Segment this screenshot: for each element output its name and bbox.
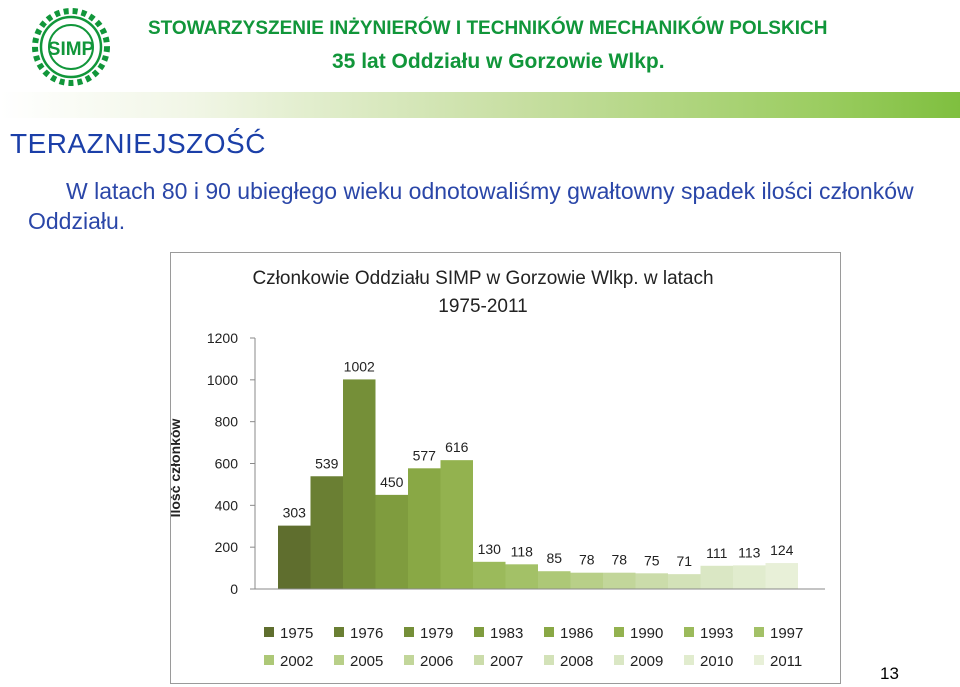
y-tick-label: 600: [215, 456, 239, 472]
bar-1993: [473, 561, 506, 589]
data-label-1993: 130: [478, 541, 502, 557]
header-subtitle: 35 lat Oddziału w Gorzowie Wlkp.: [332, 50, 665, 73]
bar-2002: [538, 571, 571, 589]
bar-1997: [505, 564, 538, 589]
bar-1990: [440, 460, 473, 589]
legend-swatch-1986: [544, 627, 554, 637]
legend-label-2009: 2009: [630, 653, 663, 670]
legend-label-1997: 1997: [770, 625, 803, 642]
legend-swatch-1993: [684, 627, 694, 637]
legend-swatch-2007: [474, 655, 484, 665]
legend-swatch-2002: [264, 655, 274, 665]
legend-swatch-2006: [404, 655, 414, 665]
legend-label-1983: 1983: [490, 625, 523, 642]
legend-swatch-2011: [754, 655, 764, 665]
chart-container: Członkowie Oddziału SIMP w Gorzowie Wlkp…: [170, 252, 841, 684]
decorative-grass-band: [0, 92, 960, 118]
y-tick-label: 0: [230, 581, 238, 597]
bar-2007: [635, 573, 668, 589]
legend-label-1976: 1976: [350, 625, 383, 642]
data-label-1975: 303: [283, 505, 307, 521]
legend-swatch-1990: [614, 627, 624, 637]
legend-swatch-2010: [684, 655, 694, 665]
legend-swatch-1976: [334, 627, 344, 637]
bar-2011: [765, 563, 798, 589]
data-label-2007: 75: [644, 552, 660, 568]
legend-label-2005: 2005: [350, 653, 383, 670]
legend-label-1990: 1990: [630, 625, 663, 642]
legend-swatch-2008: [544, 655, 554, 665]
legend-swatch-2005: [334, 655, 344, 665]
data-label-1986: 577: [413, 447, 437, 463]
bar-1983: [375, 494, 408, 589]
bar-2006: [603, 572, 636, 589]
legend-label-2007: 2007: [490, 653, 523, 670]
y-axis-label: Ilość członków: [171, 418, 183, 517]
legend-swatch-1983: [474, 627, 484, 637]
legend-label-1979: 1979: [420, 625, 453, 642]
y-tick-label: 800: [215, 414, 239, 430]
simp-logo: SIMP: [32, 8, 110, 86]
page-number: 13: [880, 664, 899, 683]
bar-1976: [310, 476, 343, 589]
legend-swatch-2009: [614, 655, 624, 665]
bar-2005: [570, 572, 603, 589]
legend-label-1986: 1986: [560, 625, 593, 642]
data-label-1983: 450: [380, 474, 404, 490]
legend-swatch-1979: [404, 627, 414, 637]
data-label-1976: 539: [315, 455, 339, 471]
intro-paragraph: W latach 80 i 90 ubiegłego wieku odnotow…: [28, 178, 914, 234]
data-label-1990: 616: [445, 439, 469, 455]
data-label-2002: 85: [546, 550, 562, 566]
section-title: TERAZNIEJSZOŚĆ: [10, 128, 266, 159]
legend-label-2008: 2008: [560, 653, 593, 670]
y-tick-label: 400: [215, 497, 239, 513]
legend-label-2006: 2006: [420, 653, 453, 670]
bar-2008: [668, 574, 701, 589]
legend-label-2011: 2011: [770, 653, 802, 670]
data-label-1979: 1002: [344, 358, 375, 374]
legend-swatch-1975: [264, 627, 274, 637]
data-label-2010: 113: [738, 544, 761, 560]
chart-title: Członkowie Oddziału SIMP w Gorzowie Wlkp…: [252, 268, 714, 317]
org-name: STOWARZYSZENIE INŻYNIERÓW I TECHNIKÓW ME…: [148, 18, 828, 39]
legend-label-2010: 2010: [700, 653, 733, 670]
bar-1979: [343, 379, 376, 589]
data-label-2005: 78: [579, 552, 595, 568]
data-label-2006: 78: [611, 552, 627, 568]
legend-label-1993: 1993: [700, 625, 733, 642]
bar-2010: [733, 565, 766, 589]
legend-label-1975: 1975: [280, 625, 313, 642]
y-tick-label: 200: [215, 539, 239, 555]
data-label-2011: 124: [770, 542, 794, 558]
bar-1975: [278, 525, 311, 589]
legend-label-2002: 2002: [280, 653, 313, 670]
bar-chart: 0 200 400 600 800 1000 1200 Ilość członków 303 53…: [171, 330, 825, 670]
data-label-2009: 111: [706, 545, 727, 561]
y-tick-label: 1000: [207, 372, 238, 388]
logo-text: SIMP: [48, 39, 95, 60]
data-label-2008: 71: [676, 553, 692, 569]
legend-swatch-1997: [754, 627, 764, 637]
bar-2009: [700, 565, 733, 589]
y-tick-label: 1200: [207, 330, 238, 346]
bar-1986: [408, 468, 441, 589]
data-label-1997: 118: [511, 543, 534, 559]
